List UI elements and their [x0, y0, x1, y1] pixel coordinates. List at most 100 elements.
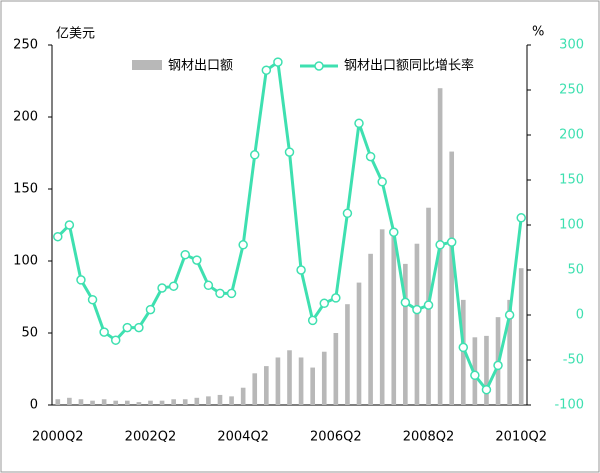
point [249, 150, 260, 160]
point [331, 293, 341, 303]
bar [78, 399, 84, 405]
point [238, 240, 248, 250]
bar [368, 253, 373, 405]
point [145, 304, 156, 315]
y2-axis-label: % [532, 25, 544, 40]
bar [217, 394, 223, 405]
y2-tick-label: -100 [554, 398, 584, 413]
point [180, 249, 190, 260]
bar [507, 299, 512, 405]
point [168, 281, 179, 291]
point [64, 220, 75, 230]
bar [298, 357, 304, 405]
bar [460, 299, 466, 405]
point [400, 297, 411, 308]
bar [113, 400, 119, 405]
x-tick-label: 2004Q2 [217, 430, 269, 445]
point [481, 384, 492, 395]
bar [310, 367, 315, 405]
x-tick-label: 2010Q2 [495, 430, 547, 445]
bar [275, 357, 281, 405]
legend-swatch [314, 61, 324, 71]
bar [240, 387, 246, 405]
bar [518, 268, 524, 405]
bar [391, 227, 397, 405]
bar [264, 366, 269, 405]
bar [333, 333, 339, 405]
point [365, 151, 376, 162]
bar [101, 399, 107, 405]
point [446, 237, 457, 247]
bar [252, 373, 258, 405]
y-tick-label: 150 [13, 182, 38, 197]
point [134, 322, 144, 333]
bar [403, 263, 408, 405]
bar [379, 229, 385, 405]
point [76, 275, 86, 285]
x-tick-label: 2008Q2 [403, 430, 455, 445]
bar [136, 402, 142, 405]
x-tick-label: 2002Q2 [125, 430, 177, 445]
y-tick-label: 250 [13, 38, 38, 53]
point [203, 280, 214, 291]
point [261, 65, 272, 75]
bar [321, 351, 327, 405]
point [296, 265, 306, 275]
point [157, 283, 167, 293]
point [87, 294, 98, 305]
y2-tick-label: 50 [567, 263, 584, 278]
point [493, 360, 503, 371]
point [423, 300, 434, 310]
y-tick-label: 0 [30, 398, 38, 413]
y-tick-label: 200 [13, 110, 38, 125]
bar [345, 304, 350, 405]
point [215, 288, 225, 299]
bar [194, 397, 200, 405]
point [377, 177, 387, 187]
y-tick-label: 100 [13, 254, 38, 269]
point [110, 335, 121, 345]
bar [229, 396, 234, 405]
point [470, 370, 480, 381]
y2-tick-label: 300 [559, 38, 584, 53]
point [273, 57, 283, 67]
point [192, 255, 202, 265]
point [458, 342, 469, 353]
point [354, 118, 364, 129]
bar [414, 243, 420, 405]
point [504, 310, 515, 320]
y2-tick-label: 200 [559, 128, 584, 143]
legend-swatch [132, 60, 162, 70]
point [284, 147, 295, 157]
y2-tick-label: 250 [559, 83, 584, 98]
x-tick-label: 2000Q2 [32, 430, 84, 445]
point [389, 227, 399, 237]
bar [182, 399, 188, 405]
bar [287, 350, 292, 405]
bar [90, 400, 95, 405]
y-axis-label: 亿美元 [56, 27, 95, 42]
bar [148, 400, 153, 405]
x-tick-label: 2006Q2 [310, 430, 362, 445]
point [53, 231, 63, 242]
y2-tick-label: 0 [576, 308, 584, 323]
point [516, 213, 526, 223]
point [307, 315, 318, 326]
point [319, 298, 330, 309]
y2-tick-label: 100 [559, 218, 584, 233]
bar [159, 400, 165, 405]
bar [55, 399, 61, 405]
legend-label: 钢材出口额 [168, 59, 233, 74]
bar [67, 397, 72, 405]
point [412, 304, 422, 315]
bar [206, 396, 211, 405]
bar [356, 282, 362, 405]
bar [449, 151, 455, 405]
point [99, 327, 109, 337]
y2-tick-label: 150 [559, 173, 584, 188]
bar [484, 335, 489, 405]
y2-tick-label: -50 [563, 353, 584, 368]
bar [171, 399, 176, 405]
